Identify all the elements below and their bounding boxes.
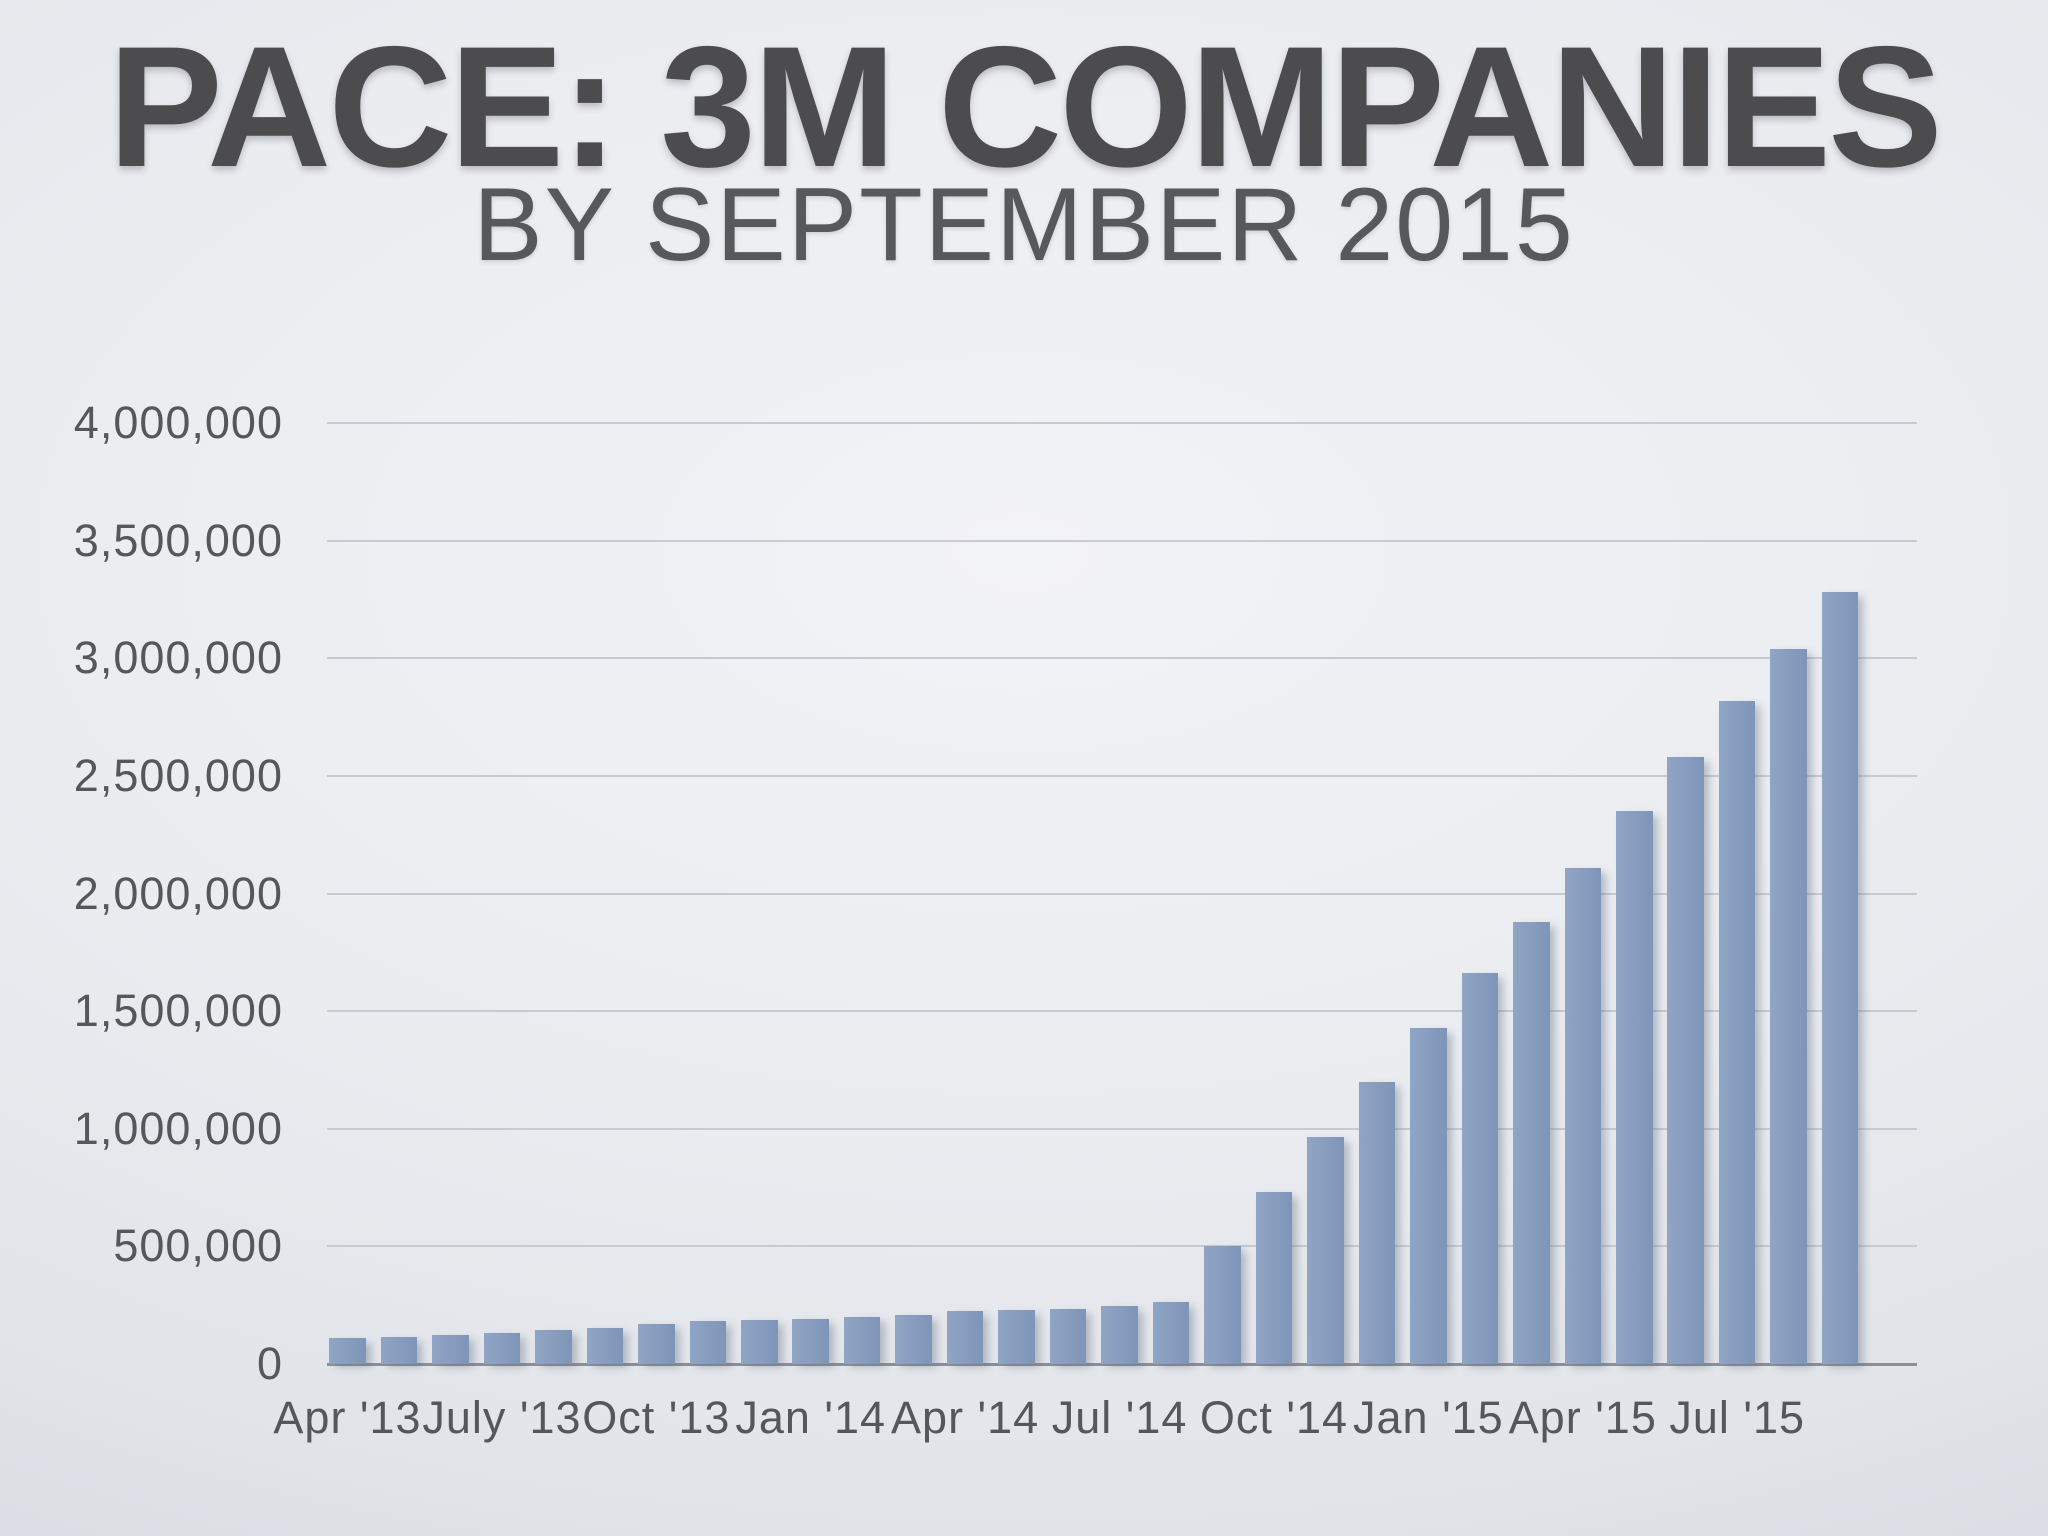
- bar-jun-13: [432, 1335, 469, 1364]
- y-tick-label: 0: [256, 1338, 283, 1389]
- bar-may-13: [380, 1336, 418, 1364]
- bar-jul-15: [1718, 700, 1756, 1364]
- x-tick-label: July '13: [422, 1392, 582, 1443]
- bar-sep-15: [1821, 592, 1859, 1364]
- y-tick-label: 500,000: [113, 1220, 283, 1272]
- page-title: PACE: 3M COMPANIES: [108, 11, 1943, 203]
- bar-mar-14: [895, 1314, 932, 1364]
- x-tick-label: Jul '14: [1051, 1392, 1188, 1443]
- x-tick-label: Oct '13: [582, 1392, 731, 1443]
- bar-oct-14: [1255, 1192, 1293, 1364]
- x-tick-label: Jul '15: [1669, 1392, 1806, 1443]
- gridline: [327, 422, 1917, 424]
- bar-nov-14: [1307, 1136, 1344, 1364]
- y-tick-label: 1,000,000: [73, 1102, 283, 1154]
- y-tick-label: 2,000,000: [73, 867, 283, 919]
- bar-aug-13: [535, 1329, 572, 1364]
- x-tick-label: Apr '15: [1508, 1392, 1657, 1443]
- x-tick-label: Jan '15: [1353, 1392, 1504, 1443]
- gridline: [327, 657, 1917, 660]
- gridline: [327, 774, 1917, 777]
- bar-oct-13: [638, 1324, 675, 1364]
- bar-may-15: [1616, 811, 1653, 1364]
- y-tick-label: 3,000,000: [73, 632, 283, 684]
- bar-jun-15: [1667, 757, 1704, 1364]
- bar-aug-15: [1770, 648, 1807, 1364]
- bar-apr-15: [1564, 867, 1602, 1364]
- x-tick-label: Apr '14: [891, 1392, 1040, 1443]
- bar-feb-15: [1461, 973, 1499, 1364]
- y-tick-label: 4,000,000: [73, 397, 283, 448]
- bar-may-14: [998, 1310, 1035, 1364]
- bar-sep-14: [1204, 1246, 1241, 1364]
- bar-sep-13: [586, 1328, 624, 1364]
- gridline: [327, 1010, 1917, 1013]
- gridline: [327, 539, 1917, 542]
- bar-dec-13: [741, 1319, 778, 1364]
- gridline: [327, 892, 1917, 895]
- bar-nov-13: [689, 1321, 727, 1364]
- bar-jan-15: [1410, 1027, 1447, 1364]
- gridline: [327, 1245, 1917, 1248]
- y-tick-label: 2,500,000: [73, 749, 283, 801]
- x-tick-label: Jan '14: [735, 1392, 887, 1443]
- x-axis-line: [327, 1363, 1917, 1366]
- bar-apr-14: [946, 1311, 984, 1364]
- bar-dec-14: [1358, 1081, 1396, 1364]
- y-tick-label: 3,500,000: [73, 514, 283, 566]
- gridline: [327, 1127, 1917, 1130]
- y-tick-label: 1,500,000: [73, 985, 283, 1037]
- bar-apr-13: [329, 1338, 366, 1364]
- bar-jul-14: [1101, 1306, 1138, 1364]
- bar-feb-14: [843, 1317, 881, 1364]
- x-tick-label: Apr '13: [273, 1392, 422, 1443]
- bar-jan-14: [792, 1318, 829, 1364]
- x-tick-label: Oct '14: [1199, 1392, 1349, 1443]
- bar-jun-14: [1049, 1309, 1087, 1364]
- bar-mar-15: [1513, 921, 1550, 1364]
- bar-july-13: [483, 1333, 521, 1364]
- page-subtitle: BY SEPTEMBER 2015: [473, 167, 1575, 283]
- bar-aug-14: [1152, 1302, 1190, 1364]
